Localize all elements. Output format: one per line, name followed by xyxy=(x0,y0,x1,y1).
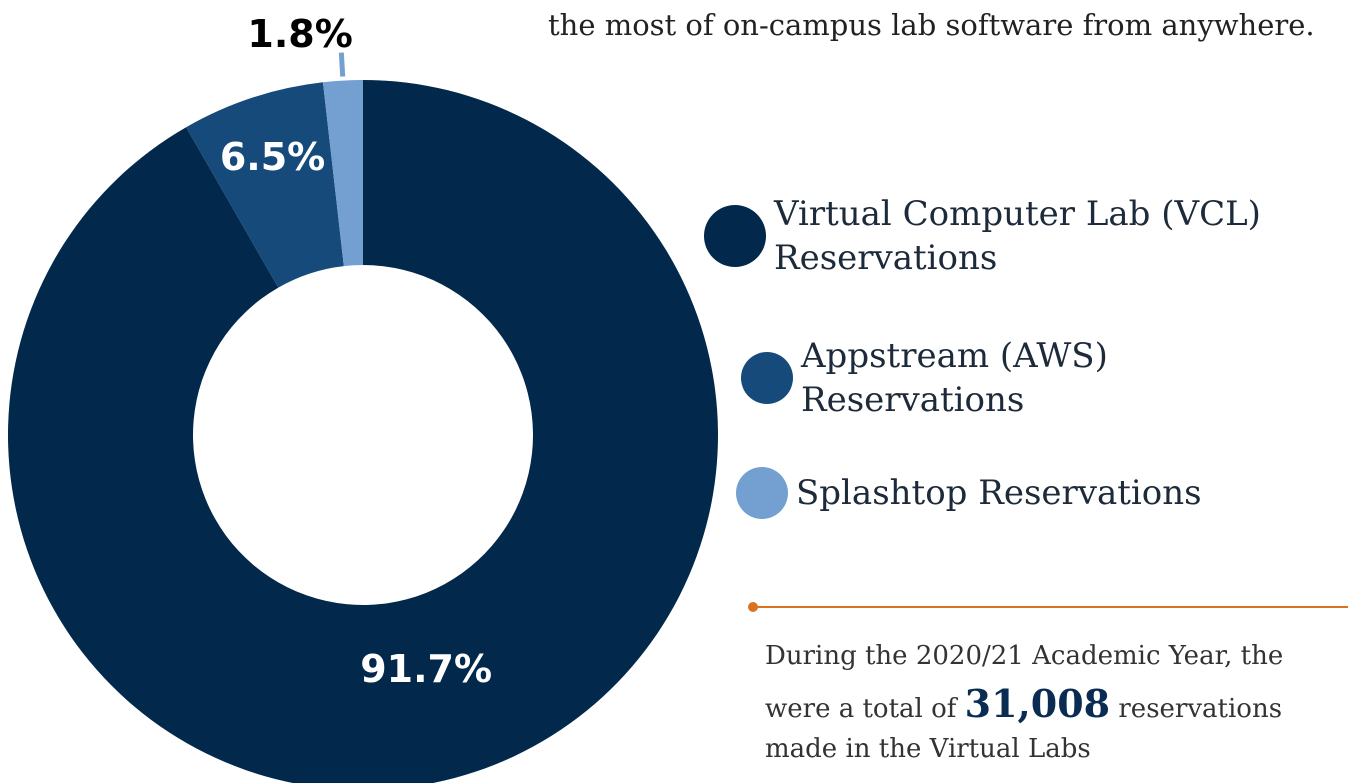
legend-swatch xyxy=(736,467,788,519)
subtitle: the most of on-campus lab software from … xyxy=(548,8,1315,42)
legend-swatch xyxy=(741,352,793,405)
rule xyxy=(752,606,1348,608)
leader-line xyxy=(338,52,346,77)
legend-swatch xyxy=(704,205,766,268)
legend-label: Splashtop Reservations xyxy=(796,472,1202,513)
donut-slice xyxy=(8,80,718,783)
legend-label: Appstream (AWS) Reservations xyxy=(801,336,1108,421)
legend-label: Virtual Computer Lab (VCL) Reservations xyxy=(774,194,1261,279)
donut-slice xyxy=(322,80,363,267)
note-highlight: 31,008 xyxy=(964,680,1111,726)
legend-item: Splashtop Reservations xyxy=(736,467,1216,519)
data-label: 6.5% xyxy=(220,135,325,179)
data-label: 1.8% xyxy=(247,12,352,56)
note-text: During the 2020/21 Academic Year, the we… xyxy=(765,641,1284,724)
legend-item: Virtual Computer Lab (VCL) Reservations xyxy=(704,192,1348,280)
note: During the 2020/21 Academic Year, the we… xyxy=(765,638,1348,768)
note-text: reservations made in the Virtual Labs xyxy=(765,693,1283,764)
legend-item: Appstream (AWS) Reservations xyxy=(741,334,1221,422)
donut-slice xyxy=(186,82,344,288)
data-label: 91.7% xyxy=(360,647,492,691)
